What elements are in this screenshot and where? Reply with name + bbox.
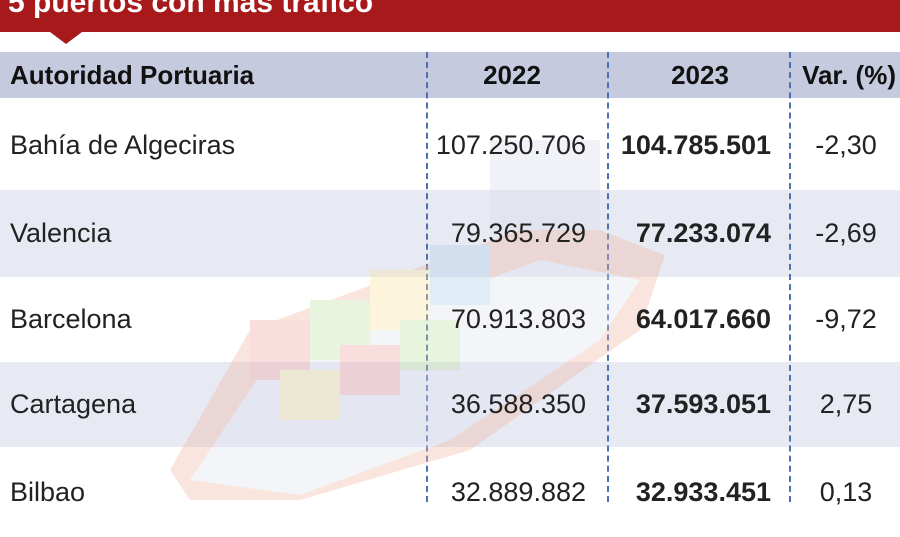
page: {"header": {"title": "5 puertos con más …	[0, 0, 900, 507]
table-cell: 36.588.350	[450, 389, 586, 419]
table-cell: 64.017.660	[635, 304, 771, 334]
table-cell: 107.250.706	[435, 129, 586, 160]
table-cell: Bilbao	[10, 476, 86, 507]
table-cell: Valencia	[10, 218, 112, 248]
table-cell: Barcelona	[10, 304, 132, 334]
table-cell: 70.913.803	[450, 304, 586, 334]
column-header: 2022	[483, 59, 541, 90]
title: 5 puertos con más tráfico	[8, 0, 374, 19]
column-header: Var. (%)	[802, 59, 896, 90]
column-divider	[789, 52, 791, 502]
header-row: Autoridad Portuaria 2022 2023 Var. (%)	[0, 52, 900, 98]
table-row: Valencia 79.365.729 77.233.074 -2,69	[0, 190, 900, 277]
column-divider	[426, 52, 428, 502]
table-cell: 32.889.882	[450, 476, 586, 507]
column-divider	[607, 52, 609, 502]
title-banner: 5 puertos con más tráfico	[0, 0, 900, 32]
table-cell: 79.365.729	[450, 218, 586, 248]
table-cell: Cartagena	[10, 389, 137, 419]
table-cell: 0,13	[819, 476, 873, 507]
table-row: Cartagena 36.588.350 37.593.051 2,75	[0, 362, 900, 447]
table-cell: 37.593.051	[635, 389, 771, 419]
table-cell: 77.233.074	[635, 218, 771, 248]
table-cell: -2,69	[815, 218, 877, 248]
table-row: Bilbao 32.889.882 32.933.451 0,13	[0, 447, 900, 537]
table-cell: 2,75	[819, 389, 873, 419]
banner-pointer	[50, 32, 82, 44]
table-cell: 32.933.451	[635, 476, 771, 507]
table-cell: -9,72	[815, 304, 877, 334]
column-header: Autoridad Portuaria	[10, 59, 255, 90]
table-cell: Bahía de Algeciras	[10, 129, 236, 160]
table-row: Bahía de Algeciras 107.250.706 104.785.501…	[0, 100, 900, 190]
column-header: 2023	[671, 59, 729, 90]
table-cell: -2,30	[815, 129, 877, 160]
table-cell: 104.785.501	[620, 129, 771, 160]
table-row: Barcelona 70.913.803 64.017.660 -9,72	[0, 277, 900, 362]
